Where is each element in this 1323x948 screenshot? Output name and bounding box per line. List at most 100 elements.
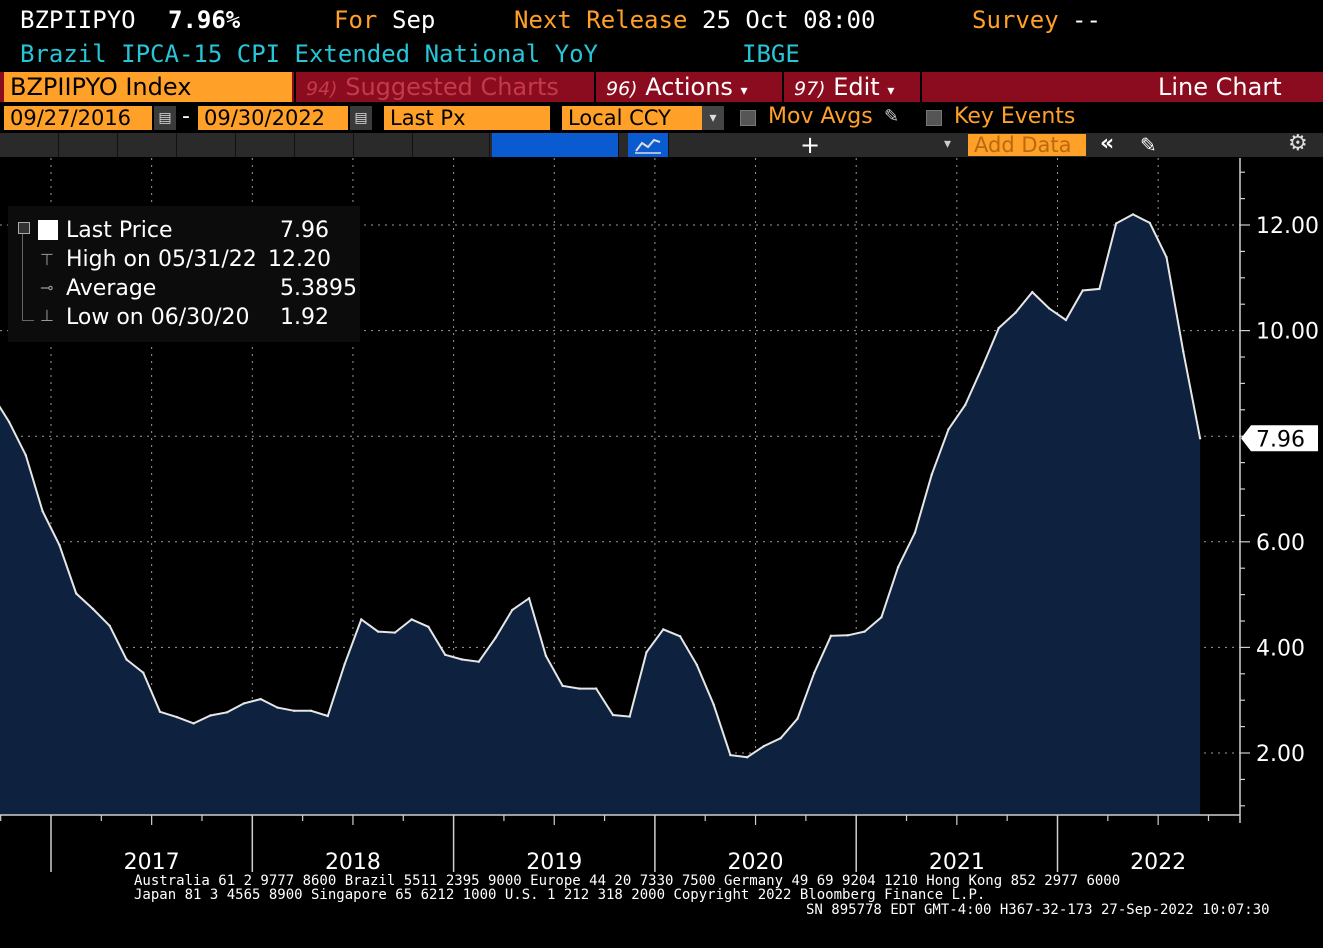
- data-point: [796, 717, 799, 720]
- tool-slot[interactable]: [0, 133, 59, 157]
- calendar-icon[interactable]: ▤: [154, 106, 176, 130]
- tool-slot[interactable]: [118, 133, 177, 157]
- end-date-input[interactable]: 09/30/2022: [198, 106, 348, 130]
- data-point: [494, 636, 497, 640]
- start-date-input[interactable]: 09/27/2016: [4, 106, 152, 130]
- legend-last-value: 7.96: [280, 218, 329, 243]
- actions-label: Actions: [645, 73, 733, 101]
- data-point: [24, 454, 27, 457]
- edit-label: Edit: [833, 73, 880, 101]
- add-data-input[interactable]: Add Data: [968, 134, 1086, 156]
- tool-slot[interactable]: [413, 133, 490, 157]
- data-point: [662, 628, 665, 631]
- x-tick-label: 2021: [929, 850, 985, 875]
- y-tick-label: 12.00: [1256, 214, 1319, 239]
- for-label: For: [334, 6, 378, 34]
- data-point: [1081, 289, 1084, 292]
- x-tick-label: 2022: [1130, 850, 1186, 875]
- pencil-icon[interactable]: ✎: [1140, 133, 1157, 157]
- key-events-label: Key Events: [954, 104, 1076, 129]
- actions-menu[interactable]: 96) Actions ▾: [606, 72, 748, 102]
- data-point: [527, 597, 531, 600]
- low-marker-icon: ⊥: [40, 306, 54, 325]
- data-point: [360, 618, 363, 621]
- legend-high-label: High on 05/31/22: [66, 247, 257, 272]
- average-marker-icon: ⊸: [40, 278, 54, 297]
- data-point: [75, 592, 78, 595]
- data-point: [142, 671, 145, 674]
- edit-menu[interactable]: 97) Edit ▾: [794, 72, 894, 102]
- data-point: [91, 607, 95, 611]
- area-fill: [0, 214, 1201, 815]
- add-data-placeholder: Add Data: [974, 133, 1072, 157]
- data-point: [762, 744, 766, 748]
- data-point: [595, 687, 598, 690]
- collapse-toggle-icon[interactable]: [18, 222, 30, 234]
- data-point: [175, 715, 178, 719]
- data-point: [611, 713, 615, 717]
- data-point: [343, 663, 346, 666]
- survey-label: Survey: [972, 6, 1059, 34]
- tool-slot[interactable]: [177, 133, 236, 157]
- pencil-icon[interactable]: ✎: [884, 106, 900, 127]
- y-tick-label: 10.00: [1256, 320, 1319, 345]
- last-value: 7.96%: [168, 6, 241, 34]
- data-point: [695, 663, 698, 666]
- x-tick-label: 2019: [526, 850, 582, 875]
- suggested-charts-number: 94): [306, 78, 338, 100]
- collapse-left-icon[interactable]: «: [1100, 131, 1115, 156]
- x-axis: 2017 2018 2019 2020 2021 2022: [0, 814, 1240, 875]
- legend-high-value: 12.20: [268, 247, 331, 272]
- data-point: [964, 403, 967, 407]
- legend-last-label: Last Price: [66, 218, 173, 243]
- legend-average-label: Average: [66, 276, 157, 301]
- x-tick-label: 2018: [325, 850, 381, 875]
- data-point: [477, 660, 480, 663]
- data-point: [1115, 222, 1118, 225]
- data-point: [779, 737, 782, 740]
- data-point: [108, 624, 111, 627]
- field-select[interactable]: Last Px: [384, 106, 550, 130]
- calendar-icon[interactable]: ▤: [350, 106, 372, 130]
- chevron-down-icon[interactable]: ▾: [702, 106, 724, 130]
- toolbar-divider: [294, 72, 296, 102]
- security-field[interactable]: BZPIIPYO Index: [4, 72, 292, 102]
- chart-type-title: Line Chart: [1158, 73, 1282, 101]
- legend-low-value: 1.92: [280, 305, 329, 330]
- data-point: [410, 618, 413, 621]
- gear-icon[interactable]: ⚙: [1288, 131, 1308, 156]
- chevron-down-icon[interactable]: ▾: [944, 136, 952, 152]
- data-point: [980, 366, 984, 369]
- data-point: [427, 625, 430, 628]
- survey-value: --: [1072, 6, 1101, 34]
- data-point: [1131, 213, 1135, 216]
- y-tick-label: 2.00: [1256, 742, 1305, 767]
- legend-low-label: Low on 06/30/20: [66, 305, 250, 330]
- data-point: [578, 687, 581, 690]
- data-point: [158, 710, 162, 713]
- plus-icon[interactable]: +: [800, 131, 821, 159]
- toolbar-divider: [594, 72, 596, 102]
- toolbar-divider: [782, 72, 784, 102]
- tool-slot[interactable]: [295, 133, 354, 157]
- toolbar-divider: [920, 72, 922, 102]
- data-point: [225, 711, 229, 714]
- tool-slot[interactable]: [354, 133, 413, 157]
- security-description: Brazil IPCA-15 CPI Extended National YoY: [20, 40, 598, 68]
- tool-slot[interactable]: [59, 133, 118, 157]
- data-point: [947, 428, 950, 431]
- currency-select[interactable]: Local CCY: [562, 106, 702, 130]
- data-point: [863, 630, 866, 633]
- data-point: [444, 653, 447, 656]
- mov-avgs-checkbox[interactable]: [740, 110, 756, 126]
- period-selector-active[interactable]: [492, 133, 619, 157]
- chevron-down-icon: ▾: [740, 83, 748, 99]
- suggested-charts-button[interactable]: 94) Suggested Charts: [306, 72, 559, 102]
- last-value-marker: [1241, 425, 1318, 452]
- next-release-label: Next Release: [514, 6, 688, 34]
- line-chart-icon[interactable]: [628, 133, 669, 157]
- key-events-checkbox[interactable]: [926, 110, 942, 126]
- tool-slot[interactable]: [236, 133, 295, 157]
- data-point: [393, 631, 397, 634]
